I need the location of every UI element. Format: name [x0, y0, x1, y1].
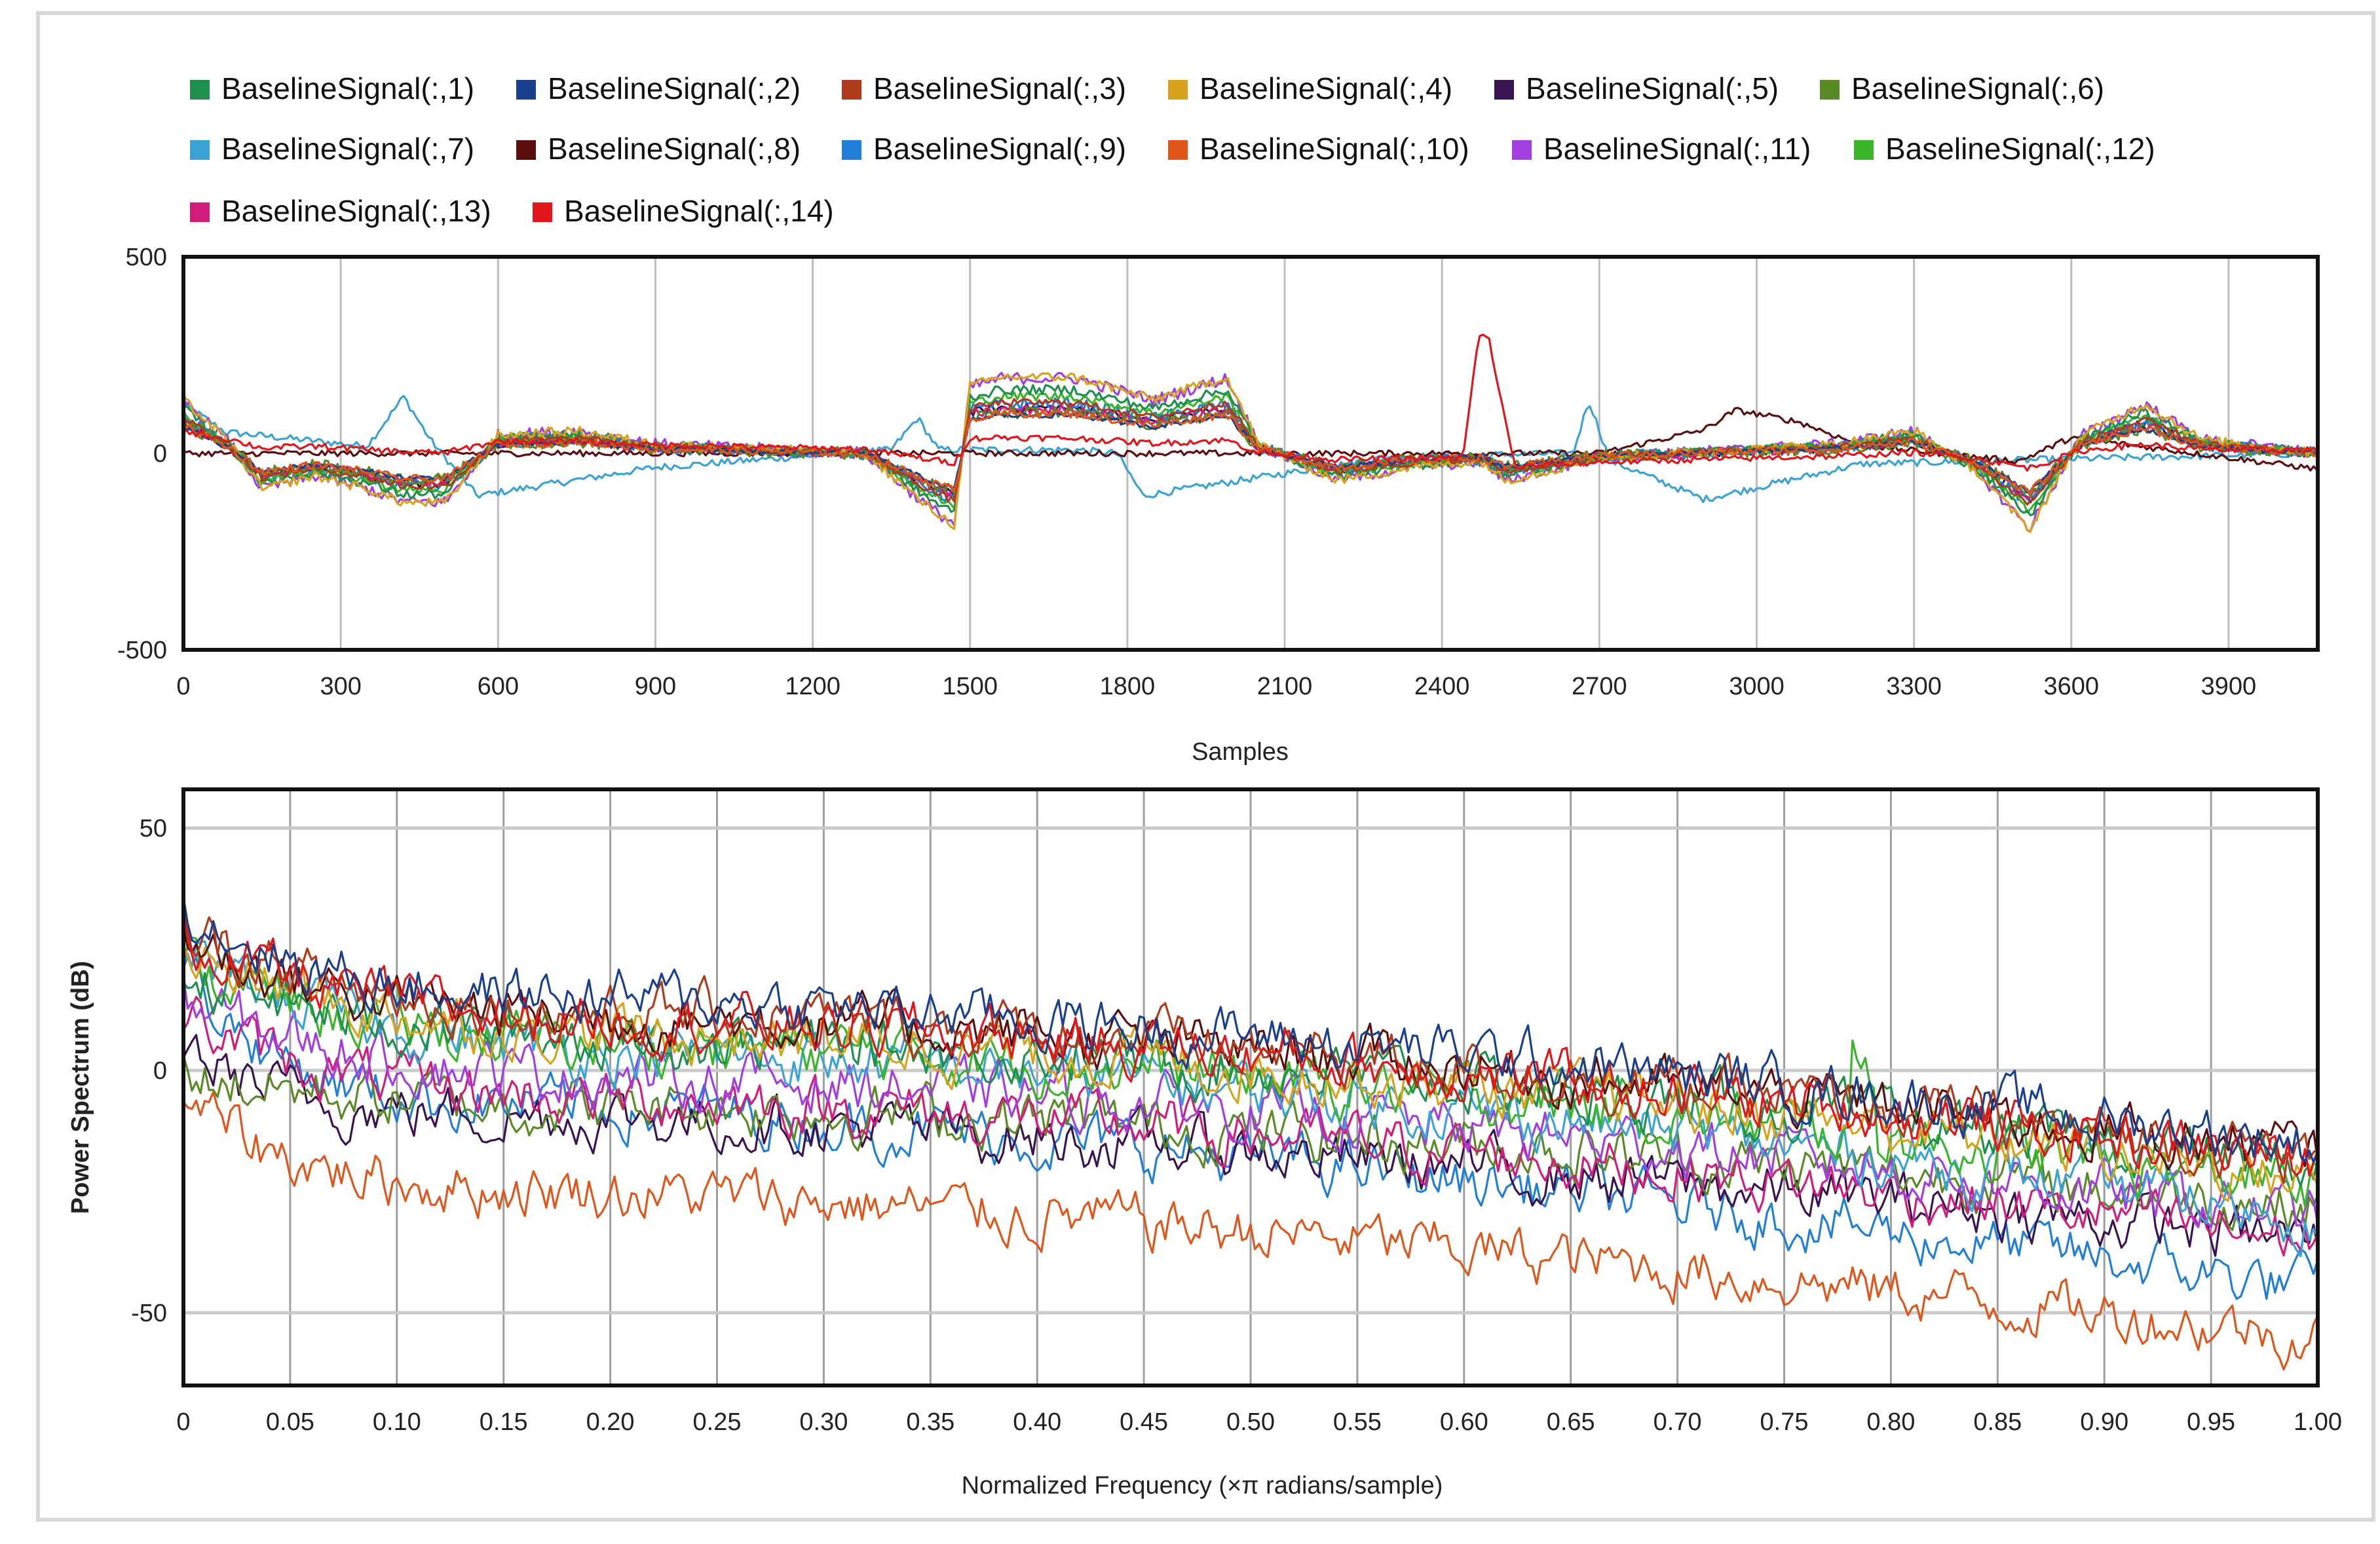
legend-swatch: [190, 80, 210, 100]
time-series-line: [183, 409, 2318, 495]
x-tick-label: 0.95: [2187, 1408, 2235, 1436]
x-tick-label: 3900: [2201, 673, 2257, 700]
x-tick-label: 0.60: [1440, 1408, 1488, 1436]
spectrum-line: [182, 936, 2319, 1207]
legend-label: BaselineSignal(:,5): [1526, 71, 1779, 105]
power-spectrum-x-label: Normalized Frequency (×π radians/sample): [962, 1472, 1443, 1499]
x-tick-label: 0.80: [1866, 1408, 1915, 1436]
legend-label: BaselineSignal(:,1): [221, 71, 474, 105]
time-series-chart: 0 300 600 900 1200 1500 1800 2100 2400 2700 3000 33…: [117, 244, 2320, 766]
y-tick-label: -500: [117, 637, 167, 664]
legend-swatch: [1820, 80, 1840, 100]
x-tick-label: 1800: [1100, 673, 1156, 700]
x-tick-label: 900: [635, 673, 676, 700]
spectrum-line: [182, 914, 2319, 1177]
y-tick-label: 0: [153, 1057, 167, 1085]
x-tick-label: 0.65: [1547, 1408, 1595, 1436]
legend-swatch: [516, 80, 536, 100]
x-tick-label: 3000: [1729, 673, 1785, 700]
x-tick-label: 2700: [1572, 673, 1627, 700]
x-tick-label: 0.70: [1653, 1408, 1702, 1436]
legend-swatch: [533, 202, 552, 222]
power-spectrum-x-ticks: 0 0.05 0.10 0.15 0.20 0.25 0.30 0.35 0.40 0.45 0.5…: [176, 1408, 2342, 1436]
spectrum-line: [182, 897, 2319, 1163]
legend-swatch: [1512, 140, 1532, 160]
y-tick-label: 0: [153, 440, 167, 468]
legend-label: BaselineSignal(:,4): [1199, 71, 1452, 105]
legend-label: BaselineSignal(:,12): [1885, 132, 2155, 166]
time-series-y-ticks: 500 0 -500: [117, 244, 167, 664]
power-spectrum-y-label: Power Spectrum (dB): [67, 961, 94, 1214]
spectrum-line: [182, 945, 2319, 1202]
x-tick-label: 0: [176, 1408, 190, 1436]
time-series-x-label: Samples: [1192, 738, 1289, 766]
spectrum-line: [182, 956, 2319, 1300]
legend-label: BaselineSignal(:,6): [1851, 71, 2104, 105]
x-tick-label: 0.50: [1226, 1408, 1275, 1436]
legend-label: BaselineSignal(:,9): [873, 132, 1126, 166]
power-spectrum-chart: 0 0.05 0.10 0.15 0.20 0.25 0.30 0.35 0.40 0.45 0.5…: [67, 787, 2342, 1499]
y-tick-label: 500: [126, 244, 167, 271]
y-tick-label: 50: [140, 815, 167, 842]
legend-label: BaselineSignal(:,2): [548, 71, 801, 105]
time-series-x-ticks: 0 300 600 900 1200 1500 1800 2100 2400 2700 3000 33…: [176, 673, 2256, 700]
x-tick-label: 0.45: [1120, 1408, 1168, 1436]
power-spectrum-y-ticks: 50 0 -50: [131, 815, 167, 1327]
x-tick-label: 0.55: [1333, 1408, 1382, 1436]
x-tick-label: 0.75: [1760, 1408, 1809, 1436]
legend-swatch: [1168, 80, 1188, 100]
legend-label: BaselineSignal(:,14): [564, 194, 834, 228]
legend-swatch: [842, 80, 861, 100]
x-tick-label: 0.90: [2080, 1408, 2128, 1436]
x-tick-label: 0.15: [480, 1408, 528, 1436]
x-tick-label: 0.85: [1973, 1408, 2022, 1436]
power-spectrum-grid: [183, 789, 2319, 1385]
legend-swatch: [1494, 80, 1514, 100]
legend-label: BaselineSignal(:,7): [221, 132, 474, 166]
power-spectrum-lines: [182, 897, 2319, 1371]
time-series-lines: [182, 333, 2318, 533]
legend-swatch: [516, 140, 536, 160]
x-tick-label: 0.10: [373, 1408, 421, 1436]
x-tick-label: 0.30: [799, 1408, 848, 1436]
x-tick-label: 2100: [1257, 673, 1313, 700]
x-tick-label: 1.00: [2294, 1408, 2342, 1436]
legend-swatch: [1854, 140, 1874, 160]
legend-swatch: [190, 140, 210, 160]
x-tick-label: 0: [176, 673, 190, 700]
x-tick-label: 1500: [942, 673, 998, 700]
x-tick-label: 300: [320, 673, 361, 700]
figure-border: [36, 11, 2375, 1522]
legend-swatch: [1168, 140, 1188, 160]
legend-label: BaselineSignal(:,11): [1543, 132, 1811, 166]
time-series-line: [182, 333, 2318, 472]
legend-label: BaselineSignal(:,10): [1199, 132, 1469, 166]
x-tick-label: 0.35: [906, 1408, 954, 1436]
y-tick-label: -50: [131, 1300, 167, 1327]
x-tick-label: 0.40: [1013, 1408, 1061, 1436]
time-series-plot-frame: [181, 255, 2320, 652]
x-tick-label: 0.05: [266, 1408, 314, 1436]
legend-label: BaselineSignal(:,13): [221, 194, 491, 228]
spectrum-line: [182, 1091, 2319, 1371]
x-tick-label: 0.20: [586, 1408, 635, 1436]
x-tick-label: 3300: [1886, 673, 1942, 700]
x-tick-label: 600: [478, 673, 519, 700]
x-tick-label: 1200: [785, 673, 841, 700]
spectrum-line: [182, 940, 2319, 1258]
spectrum-line: [182, 996, 2319, 1256]
legend-label: BaselineSignal(:,3): [873, 71, 1126, 105]
legend-swatch: [190, 202, 210, 222]
power-spectrum-plot-frame: [181, 787, 2320, 1387]
legend-swatch: [842, 140, 861, 160]
legend-label: BaselineSignal(:,8): [548, 132, 801, 166]
time-series-line: [182, 372, 2318, 533]
x-tick-label: 2400: [1414, 673, 1470, 700]
x-tick-label: 3600: [2043, 673, 2099, 700]
legend: BaselineSignal(:,1) BaselineSignal(:,2) Ba…: [190, 71, 2155, 228]
x-tick-label: 0.25: [693, 1408, 742, 1436]
